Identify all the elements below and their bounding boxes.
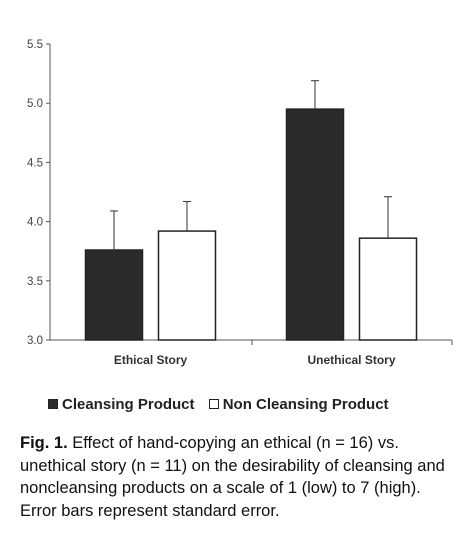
bar-cleansing-ethical xyxy=(84,249,144,341)
y-tick-label: 3.5 xyxy=(27,276,43,288)
error-bars xyxy=(110,80,392,251)
bars xyxy=(84,108,418,341)
y-tick-label: 4.5 xyxy=(27,157,43,169)
y-tick-label: 4.0 xyxy=(27,217,43,229)
legend-swatch-non-cleansing xyxy=(208,399,219,410)
bar-non-cleansing-ethical xyxy=(157,230,217,341)
y-tick-label: 5.0 xyxy=(27,98,43,110)
bar-cleansing-unethical xyxy=(285,108,345,341)
legend-item-non-cleansing: Non Cleansing Product xyxy=(208,396,389,413)
bar-chart: 3.0 3.5 4.0 4.5 5.0 5.5 Ethical Story Unethica… xyxy=(27,39,453,367)
x-category-label: Ethical Story xyxy=(114,353,188,367)
legend-label-non-cleansing: Non Cleansing Product xyxy=(222,396,389,413)
y-tick-label: 3.0 xyxy=(27,335,43,347)
x-category-label: Unethical Story xyxy=(307,353,395,367)
legend-swatch-cleansing xyxy=(48,399,58,410)
category-labels: Ethical Story Unethical Story xyxy=(114,353,396,367)
y-tick-label: 5.5 xyxy=(27,39,43,51)
bar-non-cleansing-unethical xyxy=(358,237,418,341)
figure-caption: Fig. 1. Effect of hand-copying an ethica… xyxy=(20,432,456,522)
caption-label: Fig. 1. xyxy=(20,434,68,452)
x-axis xyxy=(50,339,453,345)
legend-label-cleansing: Cleansing Product xyxy=(62,396,195,413)
y-axis: 3.0 3.5 4.0 4.5 5.0 5.5 xyxy=(27,39,51,347)
legend-item-cleansing: Cleansing Product xyxy=(48,396,195,413)
caption-text: Effect of hand-copying an ethical (n = 1… xyxy=(20,434,445,520)
legend: Cleansing Product Non Cleansing Product xyxy=(48,396,458,413)
